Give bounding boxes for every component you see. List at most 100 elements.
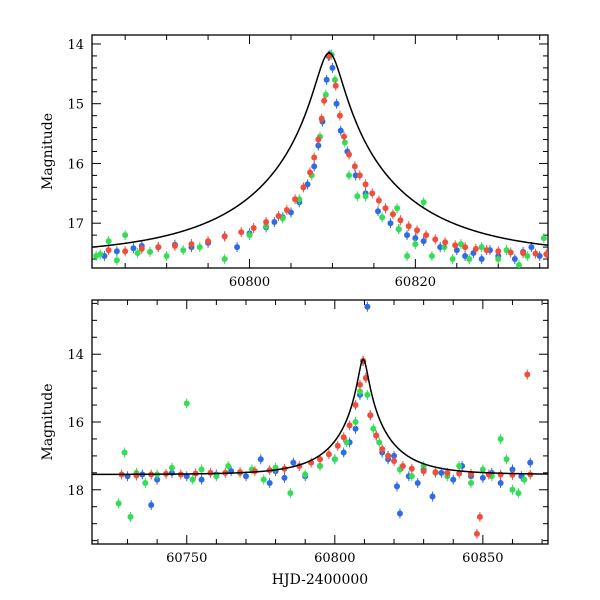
data-point: [367, 412, 374, 419]
y-tick-label: 17: [67, 217, 84, 232]
data-point: [449, 256, 456, 263]
data-point: [414, 480, 421, 486]
data-point: [341, 133, 348, 140]
data-point: [468, 480, 475, 486]
data-point: [497, 480, 504, 486]
data-point: [188, 241, 195, 248]
data-point: [189, 476, 196, 483]
data-point: [321, 97, 328, 104]
data-point: [524, 253, 531, 260]
data-point: [379, 446, 386, 453]
data-point: [163, 253, 170, 260]
data-point: [180, 247, 187, 254]
data-point: [379, 214, 386, 221]
data-point: [507, 249, 514, 256]
data-point: [105, 247, 112, 254]
data-point: [148, 502, 155, 509]
x-tick-label: 60800: [229, 275, 270, 290]
data-point: [105, 238, 112, 245]
data-point: [315, 136, 322, 143]
data-point: [266, 480, 273, 486]
data-point: [213, 473, 220, 480]
data-point: [404, 232, 411, 239]
data-point: [333, 100, 340, 107]
data-series: [93, 49, 547, 268]
data-point: [283, 207, 290, 214]
data-point: [113, 257, 120, 264]
data-series: [105, 50, 548, 260]
data-point: [155, 244, 162, 251]
data-point: [263, 218, 270, 225]
data-point: [142, 480, 149, 486]
data-point: [238, 229, 245, 236]
data-point: [396, 510, 403, 517]
plot-area: [92, 49, 548, 268]
data-point: [391, 457, 398, 464]
data-point: [520, 250, 527, 257]
data-point: [483, 247, 490, 254]
data-point: [437, 244, 444, 251]
data-point: [130, 245, 137, 252]
data-point: [225, 463, 232, 470]
y-tick-label: 16: [67, 416, 84, 431]
data-point: [438, 469, 445, 476]
data-point: [331, 76, 338, 83]
data-point: [393, 483, 400, 490]
data-point: [315, 142, 322, 149]
y-tick-label: 14: [67, 38, 84, 53]
data-point: [296, 196, 303, 203]
model-curve: [92, 52, 548, 248]
data-point: [375, 197, 382, 204]
data-series: [118, 356, 534, 539]
data-point: [352, 419, 359, 425]
data-point: [343, 439, 350, 446]
data-point: [300, 184, 307, 191]
data-point: [356, 381, 363, 388]
data-point: [456, 470, 463, 477]
data-point: [336, 112, 343, 119]
data-point: [428, 253, 435, 260]
data-point: [412, 241, 419, 248]
data-point: [495, 248, 502, 255]
x-tick-label: 60750: [166, 551, 207, 566]
data-point: [395, 226, 402, 233]
data-point: [331, 456, 338, 463]
data-point: [429, 493, 436, 500]
x-tick-label: 60820: [395, 275, 436, 290]
data-point: [122, 248, 129, 255]
data-point: [478, 244, 485, 251]
data-point: [246, 232, 253, 239]
data-point: [473, 530, 480, 537]
data-point: [405, 223, 412, 230]
data-point: [532, 250, 539, 257]
data-point: [442, 239, 449, 246]
data-point: [527, 459, 534, 466]
data-point: [414, 227, 421, 234]
data-point: [115, 500, 122, 507]
data-point: [198, 476, 205, 483]
data-point: [450, 476, 457, 483]
data-point: [356, 388, 363, 395]
data-point: [287, 490, 294, 497]
data-point: [441, 244, 448, 251]
bottom-panel: 60750 60800 60850 14 16 18 Magnitude HJD-240000…: [40, 299, 549, 588]
data-point: [423, 232, 430, 239]
data-point: [375, 208, 382, 215]
data-point: [352, 425, 359, 432]
data-point: [389, 211, 396, 218]
data-point: [479, 474, 486, 481]
data-point: [290, 459, 297, 466]
data-point: [387, 220, 394, 227]
data-point: [515, 490, 522, 497]
data-point: [420, 468, 427, 475]
data-point: [462, 253, 469, 260]
data-point: [281, 474, 288, 481]
data-point: [404, 253, 411, 260]
data-point: [497, 435, 504, 442]
data-point: [234, 244, 241, 251]
data-point: [369, 190, 376, 197]
data-point: [133, 472, 140, 479]
data-point: [528, 244, 535, 251]
data-point: [444, 469, 451, 476]
